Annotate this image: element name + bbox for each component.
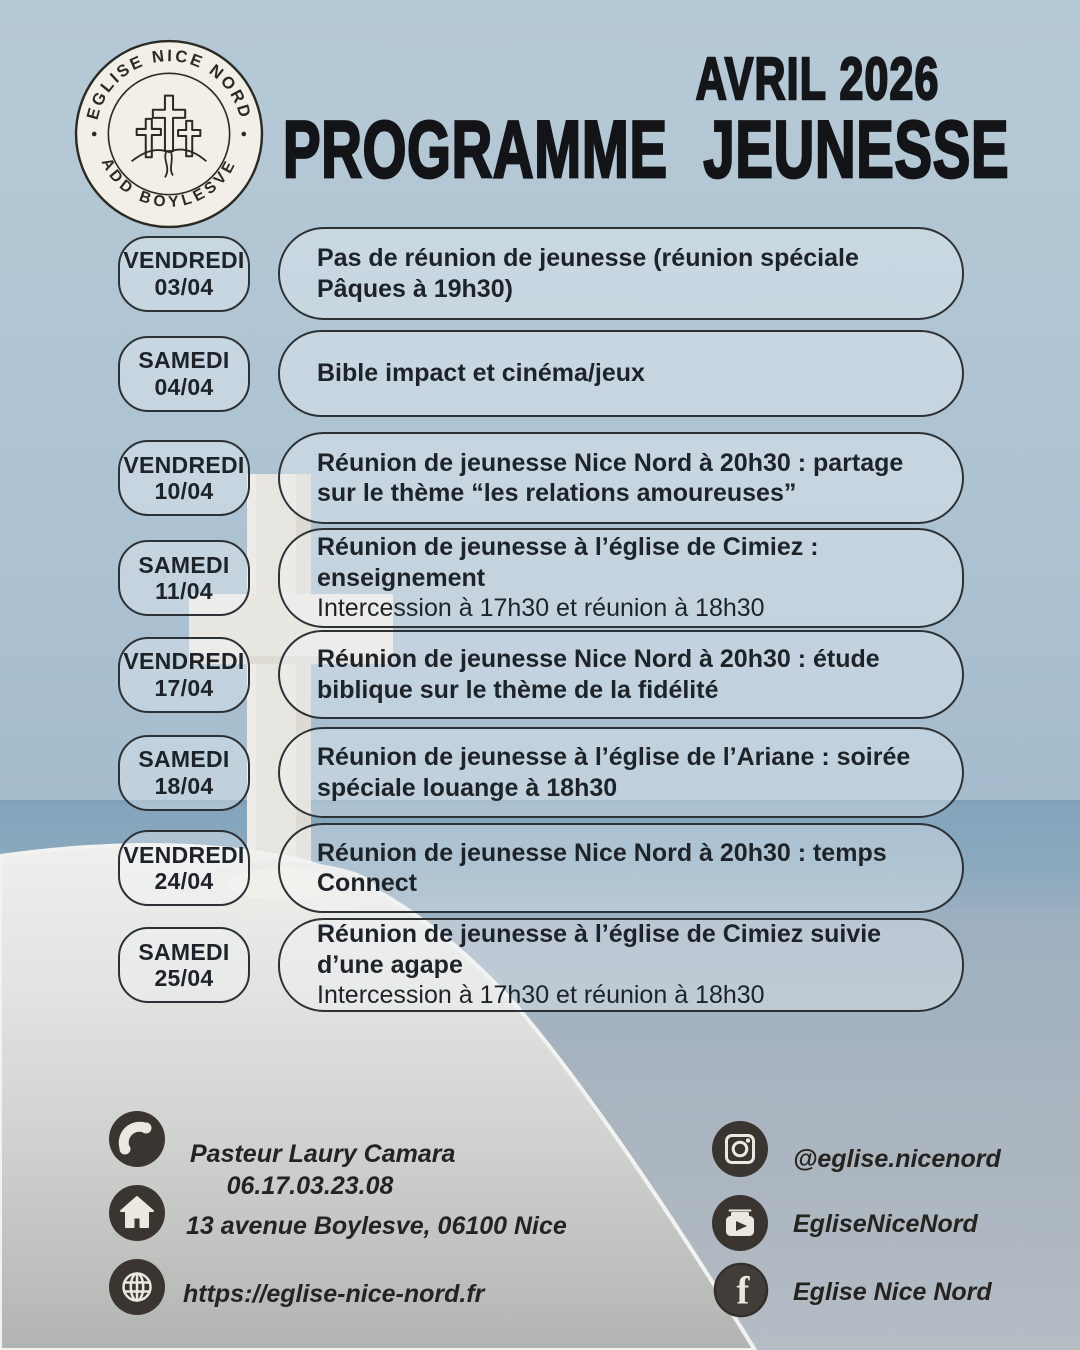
svg-text:f: f xyxy=(737,1271,751,1313)
event-title: Bible impact et cinéma/jeux xyxy=(317,359,645,388)
event-pill: Réunion de jeunesse Nice Nord à 20h30 : … xyxy=(278,630,964,719)
event-title: Réunion de jeunesse à l’église de l’Aria… xyxy=(317,743,911,802)
date-number: 17/04 xyxy=(154,674,214,701)
facebook-icon: f xyxy=(713,1262,769,1318)
date-pill: VENDREDI 10/04 xyxy=(118,440,250,516)
date-number: 10/04 xyxy=(154,478,214,504)
schedule-row: SAMEDI 25/04 Réunion de jeunesse à l’égl… xyxy=(118,918,964,1012)
event-pill: Pas de réunion de jeunesse (réunion spéc… xyxy=(278,227,964,320)
phone-icon xyxy=(109,1111,165,1167)
event-pill: Réunion de jeunesse Nice Nord à 20h30 : … xyxy=(278,823,964,913)
pastor-name: Pasteur Laury Camara xyxy=(190,1140,456,1168)
date-pill: SAMEDI 11/04 xyxy=(118,540,250,616)
globe-icon xyxy=(109,1259,165,1315)
date-day: VENDREDI xyxy=(123,451,245,478)
date-day: SAMEDI xyxy=(138,347,230,374)
schedule-row: SAMEDI 18/04 Réunion de jeunesse à l’égl… xyxy=(118,727,964,818)
date-pill: SAMEDI 04/04 xyxy=(118,335,250,412)
month-label: AVRIL 2026 xyxy=(695,44,940,113)
three-crosses-on-hill-icon xyxy=(131,94,207,178)
youtube-icon xyxy=(712,1195,768,1251)
date-pill: VENDREDI 24/04 xyxy=(118,830,250,906)
date-day: VENDREDI xyxy=(123,648,245,675)
logo-dot-right xyxy=(241,131,247,137)
event-pill: Bible impact et cinéma/jeux xyxy=(278,330,964,417)
event-title: Pas de réunion de jeunesse (réunion spéc… xyxy=(317,244,859,303)
date-day: SAMEDI xyxy=(138,746,230,773)
schedule-row: VENDREDI 03/04 Pas de réunion de jeuness… xyxy=(118,227,964,320)
date-day: SAMEDI xyxy=(138,938,230,965)
horizon-line xyxy=(0,800,1080,804)
event-pill: Réunion de jeunesse à l’église de Cimiez… xyxy=(278,918,964,1012)
date-number: 25/04 xyxy=(154,965,214,991)
church-logo: EGLISE NICE NORD ADD BOYLESVE xyxy=(74,39,264,229)
date-day: SAMEDI xyxy=(138,551,230,578)
event-pill: Réunion de jeunesse Nice Nord à 20h30 : … xyxy=(278,432,964,524)
instagram-icon xyxy=(712,1121,768,1177)
date-day: VENDREDI xyxy=(123,247,245,274)
date-pill: SAMEDI 18/04 xyxy=(118,734,250,811)
date-number: 24/04 xyxy=(154,868,214,894)
phone-number: 06.17.03.23.08 xyxy=(226,1172,394,1200)
schedule-row: SAMEDI 04/04 Bible impact et cinéma/jeux xyxy=(118,330,964,417)
event-subtitle: Intercession à 17h30 et réunion à 18h30 xyxy=(317,981,765,1010)
date-pill: VENDREDI 17/04 xyxy=(118,636,250,713)
date-pill: SAMEDI 25/04 xyxy=(118,927,250,1003)
event-title: Réunion de jeunesse Nice Nord à 20h30 : … xyxy=(317,838,887,898)
event-title: Réunion de jeunesse à l’église de Cimiez… xyxy=(317,920,882,979)
youtube-handle: EgliseNiceNord xyxy=(793,1210,978,1238)
schedule-row: VENDREDI 17/04 Réunion de jeunesse Nice … xyxy=(118,630,964,719)
event-pill: Réunion de jeunesse à l’église de l’Aria… xyxy=(278,727,964,818)
date-number: 03/04 xyxy=(154,273,214,300)
instagram-handle: @eglise.nicenord xyxy=(793,1145,1001,1173)
date-pill: VENDREDI 03/04 xyxy=(118,235,250,312)
logo-dot-left xyxy=(91,131,97,137)
schedule-row: VENDREDI 10/04 Réunion de jeunesse Nice … xyxy=(118,432,964,524)
event-title: Réunion de jeunesse Nice Nord à 20h30 : … xyxy=(317,645,880,704)
event-title: Réunion de jeunesse à l’église de Cimiez… xyxy=(317,533,819,592)
address: 13 avenue Boylesve, 06100 Nice xyxy=(186,1212,567,1240)
event-pill: Réunion de jeunesse à l’église de Cimiez… xyxy=(278,528,964,628)
rock-hill xyxy=(0,843,758,1350)
date-number: 18/04 xyxy=(154,772,214,799)
home-icon xyxy=(109,1185,165,1241)
date-number: 04/04 xyxy=(154,373,214,400)
event-subtitle: Intercession à 17h30 et réunion à 18h30 xyxy=(317,594,765,623)
schedule-row: VENDREDI 24/04 Réunion de jeunesse Nice … xyxy=(118,823,964,913)
schedule-row: SAMEDI 11/04 Réunion de jeunesse à l’égl… xyxy=(118,528,964,628)
facebook-handle: Eglise Nice Nord xyxy=(793,1278,992,1306)
page-title: PROGRAMME JEUNESSE xyxy=(282,104,1010,197)
event-title: Réunion de jeunesse Nice Nord à 20h30 : … xyxy=(317,448,904,508)
date-day: VENDREDI xyxy=(123,841,245,868)
date-number: 11/04 xyxy=(155,578,213,604)
website-url: https://eglise-nice-nord.fr xyxy=(183,1280,485,1308)
